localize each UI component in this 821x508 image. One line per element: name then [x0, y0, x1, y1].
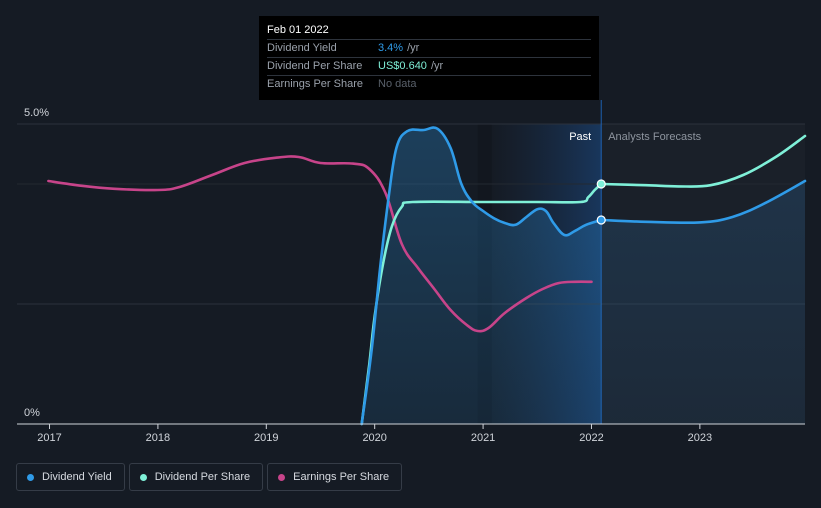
x-tick-label-2017: 2017: [37, 432, 61, 444]
past-label: Past: [569, 131, 591, 143]
dividend-yield-marker: [596, 215, 606, 225]
legend-dot-icon: [278, 473, 286, 481]
x-tick-label-2019: 2019: [254, 432, 278, 444]
legend-item-dividend-yield[interactable]: Dividend Yield: [16, 463, 125, 491]
tooltip-row-earnings-per-share: Earnings Per Share No data: [267, 75, 591, 93]
series-lines: [47, 126, 807, 426]
legend-label: Dividend Per Share: [154, 471, 251, 483]
tooltip-value: No data: [378, 78, 417, 90]
tooltip-label: Earnings Per Share: [267, 78, 363, 90]
series-markers: [596, 179, 606, 225]
dividend-yield-forecast-line: [599, 179, 807, 225]
dividend-per-share-forecast-line: [599, 134, 807, 188]
tooltip-unit: /yr: [430, 60, 444, 72]
x-tick-label-2022: 2022: [579, 432, 603, 444]
tooltip-value: 3.4%: [378, 42, 404, 54]
x-tick-label-2023: 2023: [688, 432, 712, 444]
tooltip-row-dividend-per-share: Dividend Per Share US$0.640 /yr: [267, 57, 591, 75]
legend-item-earnings-per-share[interactable]: Earnings Per Share: [267, 463, 403, 491]
dividend-yield-line: [360, 126, 603, 426]
legend-dot-icon: [139, 473, 147, 481]
x-tick-label-2021: 2021: [471, 432, 495, 444]
y-tick-label-bottom: 0%: [24, 407, 40, 419]
x-tick-label-2018: 2018: [146, 432, 170, 444]
x-axis: [17, 423, 805, 429]
tooltip-value: US$0.640: [378, 60, 427, 72]
legend: Dividend Yield Dividend Per Share Earnin…: [16, 463, 403, 491]
legend-label: Earnings Per Share: [293, 471, 390, 483]
x-tick-label-2020: 2020: [362, 432, 386, 444]
legend-label: Dividend Yield: [42, 471, 112, 483]
tooltip-unit: /yr: [407, 42, 420, 54]
dividend-per-share-marker: [596, 179, 606, 189]
tooltip-label: Dividend Yield: [267, 42, 337, 54]
tooltip: Feb 01 2022 Dividend Yield 3.4% /yr Divi…: [259, 16, 599, 100]
forecast-label: Analysts Forecasts: [608, 131, 701, 143]
y-tick-label-top: 5.0%: [24, 107, 49, 119]
tooltip-date: Feb 01 2022: [267, 24, 329, 36]
tooltip-label: Dividend Per Share: [267, 60, 363, 72]
legend-item-dividend-per-share[interactable]: Dividend Per Share: [128, 463, 264, 491]
tooltip-row-dividend-yield: Dividend Yield 3.4% /yr: [267, 39, 591, 57]
axis-labels: 2017 2018 2019 2020 2021 2022 2023 5.0% 0% Past An…: [24, 107, 712, 444]
dividend-yield-forecast-area: [601, 181, 805, 424]
legend-dot-icon: [27, 473, 34, 481]
